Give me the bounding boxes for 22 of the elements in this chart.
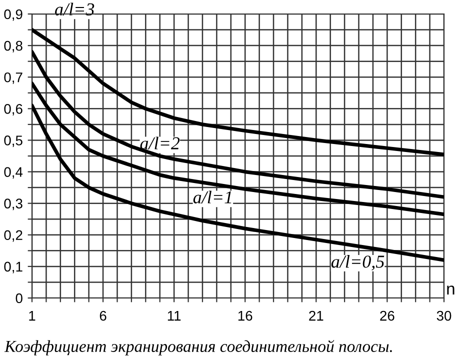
x-axis-title: n <box>447 286 454 295</box>
x-tick-label: 1 <box>29 311 36 321</box>
y-tick-label: 0,9 <box>4 9 22 21</box>
series-label: a/l=0,5 <box>331 255 384 270</box>
y-tick-label: 0,6 <box>4 104 22 116</box>
x-tick-label: 11 <box>168 311 181 321</box>
y-tick-label: 0,3 <box>4 198 22 210</box>
y-tick-label: 0 <box>16 293 22 304</box>
y-tick-label: 0,8 <box>4 40 22 52</box>
y-tick-label: 0,1 <box>4 262 22 274</box>
y-tick-label: 0,4 <box>4 167 23 179</box>
x-tick-label: 30 <box>436 310 452 321</box>
y-tick-label: 0,7 <box>4 72 22 84</box>
x-tick-label: 26 <box>380 310 394 321</box>
x-tick-label: 16 <box>238 310 252 321</box>
x-tick-label: 6 <box>100 310 106 321</box>
series-label: a/l=1 <box>193 190 232 204</box>
y-tick-label: 0,5 <box>4 136 22 148</box>
series-label: a/l=2 <box>140 136 180 150</box>
text: Коэффициент экранирования соединительной полосы. <box>4 340 392 356</box>
y-tick-label: 0,2 <box>4 230 22 242</box>
x-tick-label: 21 <box>309 310 324 321</box>
